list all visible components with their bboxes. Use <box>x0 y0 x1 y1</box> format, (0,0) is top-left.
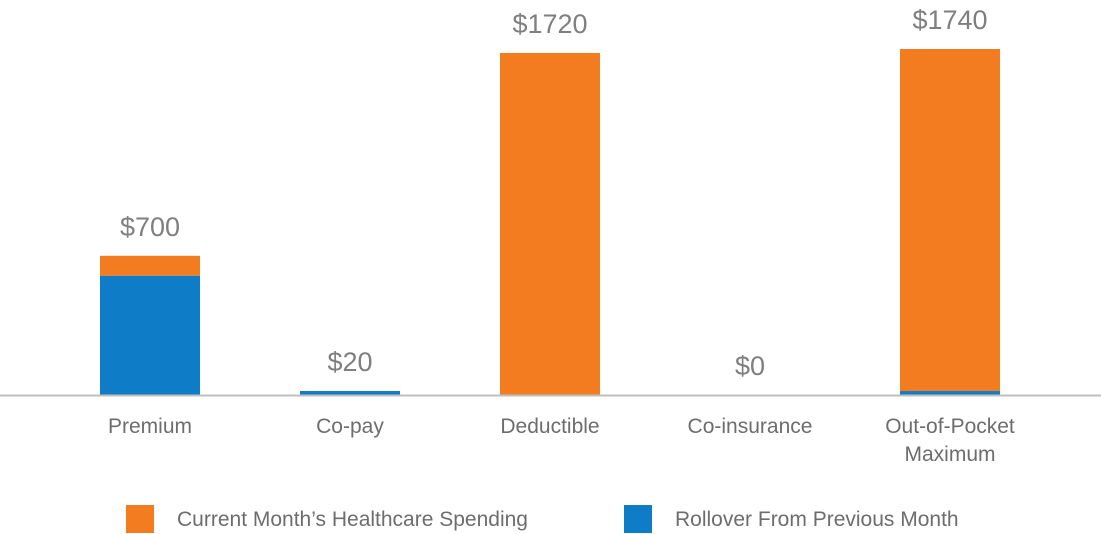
legend-swatch <box>624 505 652 533</box>
bar-segment <box>300 391 400 395</box>
total-label: $700 <box>120 212 180 242</box>
bar-segment <box>900 48 1000 392</box>
total-labels-group: $700 $20 $1720 $0 $1740 <box>120 5 988 381</box>
category-label: Co-insurance <box>688 415 813 438</box>
category-label: Maximum <box>904 443 995 466</box>
category-labels-group: Premium Co-pay Deductible Co-insurance Out-o… <box>108 415 1015 466</box>
bar-segment <box>100 255 200 276</box>
legend: Current Month’s Healthcare Spending Rollo… <box>126 505 959 533</box>
bar-segment <box>900 391 1000 395</box>
category-label: Out-of-Pocket <box>885 415 1015 438</box>
bar-segment <box>100 275 200 395</box>
legend-label: Current Month’s Healthcare Spending <box>177 508 528 531</box>
bar-segment <box>500 52 600 396</box>
total-label: $1740 <box>912 5 987 35</box>
legend-label: Rollover From Previous Month <box>675 508 959 531</box>
total-label: $20 <box>327 347 372 377</box>
legend-swatch <box>126 505 154 533</box>
category-label: Premium <box>108 415 192 438</box>
category-label: Deductible <box>500 415 599 438</box>
total-label: $0 <box>735 351 765 381</box>
bars-group <box>100 48 1000 396</box>
category-label: Co-pay <box>316 415 384 438</box>
total-label: $1720 <box>512 9 587 39</box>
